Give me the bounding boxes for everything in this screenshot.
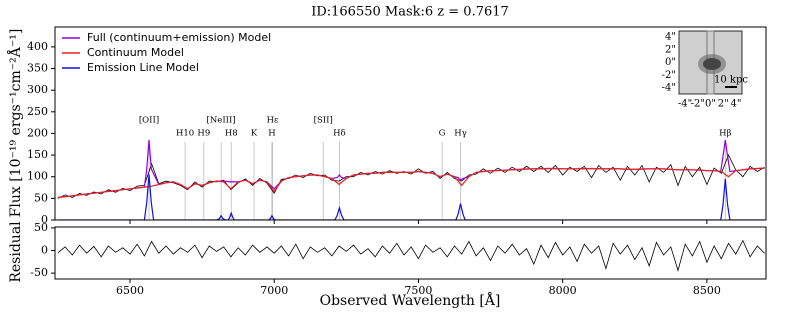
y-tick-label: 300 xyxy=(27,83,48,96)
line-label: H xyxy=(268,129,275,139)
plot-frame xyxy=(54,26,767,221)
line-label: G xyxy=(439,129,446,139)
y-tick-label: 350 xyxy=(27,62,48,75)
inset-y-tick-label: 2" xyxy=(665,44,676,55)
inset-x-tick-label: 2" xyxy=(718,99,729,110)
line-label: K xyxy=(251,129,258,139)
plot-frame xyxy=(54,226,767,280)
y-axis-label: Residual xyxy=(8,221,24,283)
y-tick-label: 0 xyxy=(41,213,48,226)
y-tick-label: 100 xyxy=(27,170,48,183)
inset-y-tick-label: -4" xyxy=(662,83,676,94)
x-axis-label: Observed Wavelength [Å] xyxy=(320,291,501,309)
line-label: H9 xyxy=(197,129,210,139)
line-label: Hε xyxy=(267,116,279,126)
y-axis-label: Flux [10⁻¹⁹ ergs⁻¹cm⁻²Å⁻¹] xyxy=(6,29,24,218)
y-tick-label: -50 xyxy=(30,266,48,279)
chart-title: ID:166550 Mask:6 z = 0.7617 xyxy=(311,5,509,20)
x-tick-label: 8500 xyxy=(693,284,721,297)
line-label: Hβ xyxy=(719,129,731,139)
y-tick-label: 400 xyxy=(27,40,48,53)
line-label: [SII] xyxy=(314,116,333,126)
x-tick-label: 8000 xyxy=(549,284,577,297)
y-tick-label: 0 xyxy=(41,244,48,257)
line-label: H10 xyxy=(176,129,194,139)
y-tick-label: 50 xyxy=(34,191,48,204)
legend-label: Full (continuum+emission) Model xyxy=(87,31,271,44)
legend-label: Continuum Model xyxy=(87,46,184,59)
series-line xyxy=(57,154,765,199)
inset-y-tick-label: -2" xyxy=(662,70,676,81)
line-label: Hγ xyxy=(454,129,467,139)
series-line xyxy=(57,174,765,220)
x-tick-label: 7500 xyxy=(404,284,432,297)
inset-x-tick-label: -4" xyxy=(678,99,692,110)
x-tick-label: 6500 xyxy=(116,284,144,297)
y-tick-label: 150 xyxy=(27,148,48,161)
line-label: H8 xyxy=(225,129,238,139)
legend-label: Emission Line Model xyxy=(87,61,199,74)
x-tick-label: 7000 xyxy=(260,284,288,297)
inset-scale-label: 10 kpc xyxy=(714,75,748,86)
line-label: [OII] xyxy=(139,116,159,126)
line-label: Hδ xyxy=(333,129,346,139)
line-label: [NeIII] xyxy=(207,116,236,126)
inset-x-tick-label: 0" xyxy=(705,99,716,110)
inset-y-tick-label: 4" xyxy=(665,32,676,43)
y-tick-label: 200 xyxy=(27,126,48,139)
series-line xyxy=(57,239,765,272)
inset-y-tick-label: 0" xyxy=(665,57,676,68)
series-line xyxy=(57,167,765,199)
y-tick-label: 250 xyxy=(27,105,48,118)
inset-x-tick-label: -2" xyxy=(691,99,705,110)
inset-x-tick-label: 4" xyxy=(731,99,742,110)
y-tick-label: 50 xyxy=(34,221,48,234)
inset-galaxy-halo xyxy=(698,54,726,74)
